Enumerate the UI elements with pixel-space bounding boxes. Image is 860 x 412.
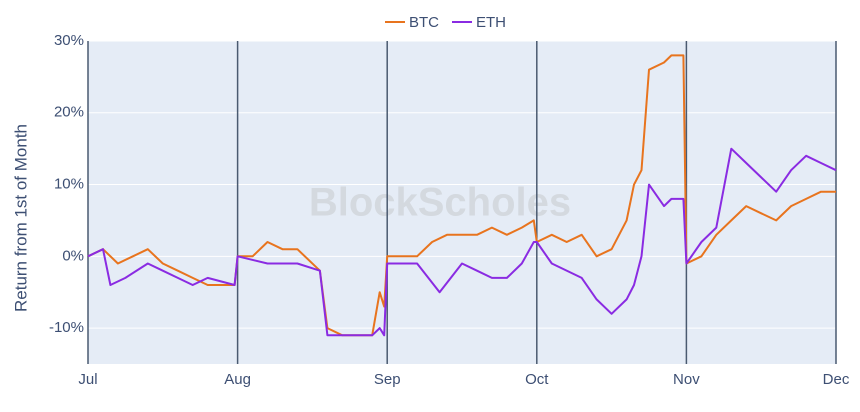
plot-area — [88, 41, 836, 364]
y-tick-label: -10% — [49, 319, 84, 336]
x-tick-label: Dec — [823, 371, 850, 388]
watermark: BlockScholes — [309, 181, 571, 225]
legend-label: ETH — [476, 14, 506, 31]
series-line — [87, 54, 836, 337]
y-tick-label: 20% — [54, 104, 84, 121]
y-tick-label: 10% — [54, 176, 84, 193]
y-tick-label: 0% — [62, 247, 84, 264]
x-tick-label: Aug — [224, 371, 251, 388]
y-axis-title: Return from 1st of Month — [11, 124, 30, 312]
x-tick-label: Oct — [525, 371, 549, 388]
x-tick-label: Sep — [374, 371, 401, 388]
legend-label: BTC — [409, 14, 439, 31]
y-tick-label: 30% — [54, 32, 84, 49]
x-tick-label: Jul — [78, 371, 97, 388]
series-line — [87, 147, 837, 337]
x-tick-label: Nov — [673, 371, 700, 388]
